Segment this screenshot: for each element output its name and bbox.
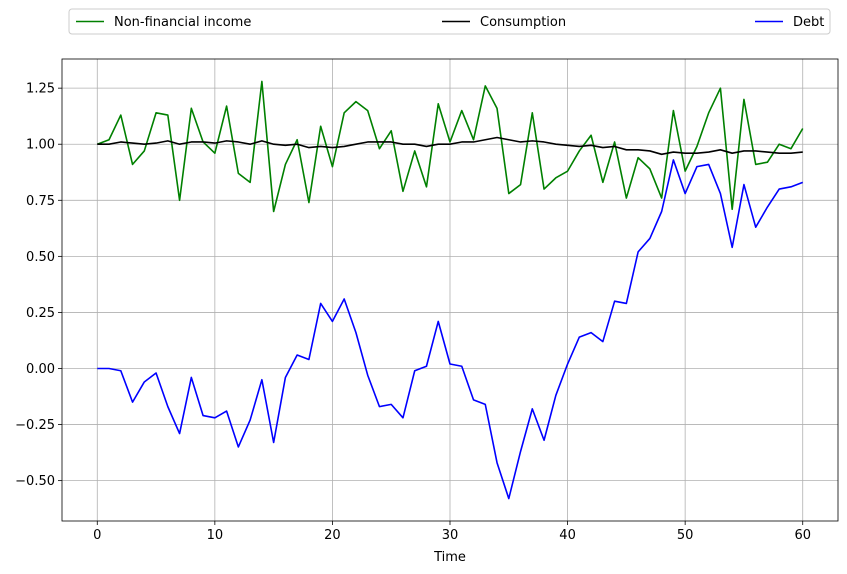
y-tick-label: −0.25 bbox=[15, 418, 55, 433]
x-tick-label: 10 bbox=[207, 528, 224, 543]
x-tick-label: 50 bbox=[677, 528, 694, 543]
y-tick-label: 0.50 bbox=[26, 250, 55, 265]
series-line-debt bbox=[97, 159, 804, 500]
grid-layer bbox=[62, 59, 838, 521]
x-tick-label: 0 bbox=[93, 528, 101, 543]
x-tick-label: 40 bbox=[559, 528, 576, 543]
series-line-non-financial-income bbox=[96, 80, 804, 213]
y-tick-label: 0.00 bbox=[26, 362, 55, 377]
series-layer bbox=[96, 80, 804, 500]
legend-label-consumption: Consumption bbox=[480, 15, 566, 30]
x-tick-label: 20 bbox=[324, 528, 341, 543]
legend-label-debt: Debt bbox=[793, 15, 824, 30]
x-tick-label: 30 bbox=[442, 528, 459, 543]
y-tick-label: −0.50 bbox=[15, 474, 55, 489]
series-line-consumption bbox=[97, 136, 803, 156]
x-tick-label: 60 bbox=[794, 528, 811, 543]
y-ticks: −0.50 −0.25 0.00 0.25 0.50 0.75 1.00 1.25 bbox=[15, 82, 62, 489]
legend-items: Non-financial income Consumption Debt bbox=[76, 15, 824, 30]
legend: Non-financial income Consumption Debt bbox=[68, 8, 831, 35]
y-tick-label: 1.00 bbox=[26, 138, 55, 153]
y-tick-label: 0.75 bbox=[26, 194, 55, 209]
x-axis-label: Time bbox=[433, 550, 466, 565]
legend-label-non-financial-income: Non-financial income bbox=[114, 15, 251, 30]
y-tick-label: 0.25 bbox=[26, 306, 55, 321]
x-ticks: 0 10 20 30 40 50 60 bbox=[93, 521, 811, 543]
y-tick-label: 1.25 bbox=[26, 82, 55, 97]
